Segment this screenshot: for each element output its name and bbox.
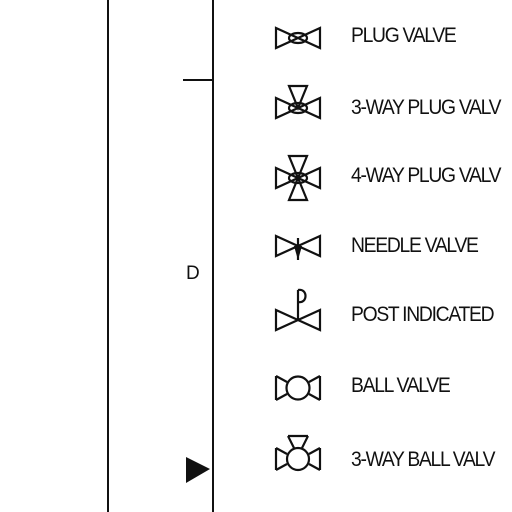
legend-label-three-way-plug-valve: 3-WAY PLUG VALV	[351, 96, 502, 119]
needle-valve-icon	[268, 220, 328, 276]
ball-valve-icon	[268, 360, 328, 416]
zone-tick-mark	[183, 79, 213, 81]
legend-label-post-indicated: POST INDICATED	[351, 303, 495, 326]
legend-label-three-way-ball-valve: 3-WAY BALL VALV	[351, 448, 495, 471]
plug-valve-icon	[268, 10, 328, 66]
legend-label-needle-valve: NEEDLE VALVE	[351, 234, 479, 257]
legend-label-plug-valve: PLUG VALVE	[351, 24, 457, 47]
four-way-plug-valve-icon	[268, 150, 328, 206]
frame-left-border	[107, 0, 109, 512]
frame-inner-border	[212, 0, 214, 512]
legend-label-four-way-plug-valve: 4-WAY PLUG VALV	[351, 164, 502, 187]
three-way-ball-valve-icon	[268, 428, 328, 484]
post-indicated-valve-icon	[268, 282, 328, 338]
zone-marker-label: D	[186, 263, 200, 284]
zone-arrow-icon	[186, 457, 210, 483]
three-way-plug-valve-icon	[268, 78, 328, 134]
legend-label-ball-valve: BALL VALVE	[351, 374, 451, 397]
